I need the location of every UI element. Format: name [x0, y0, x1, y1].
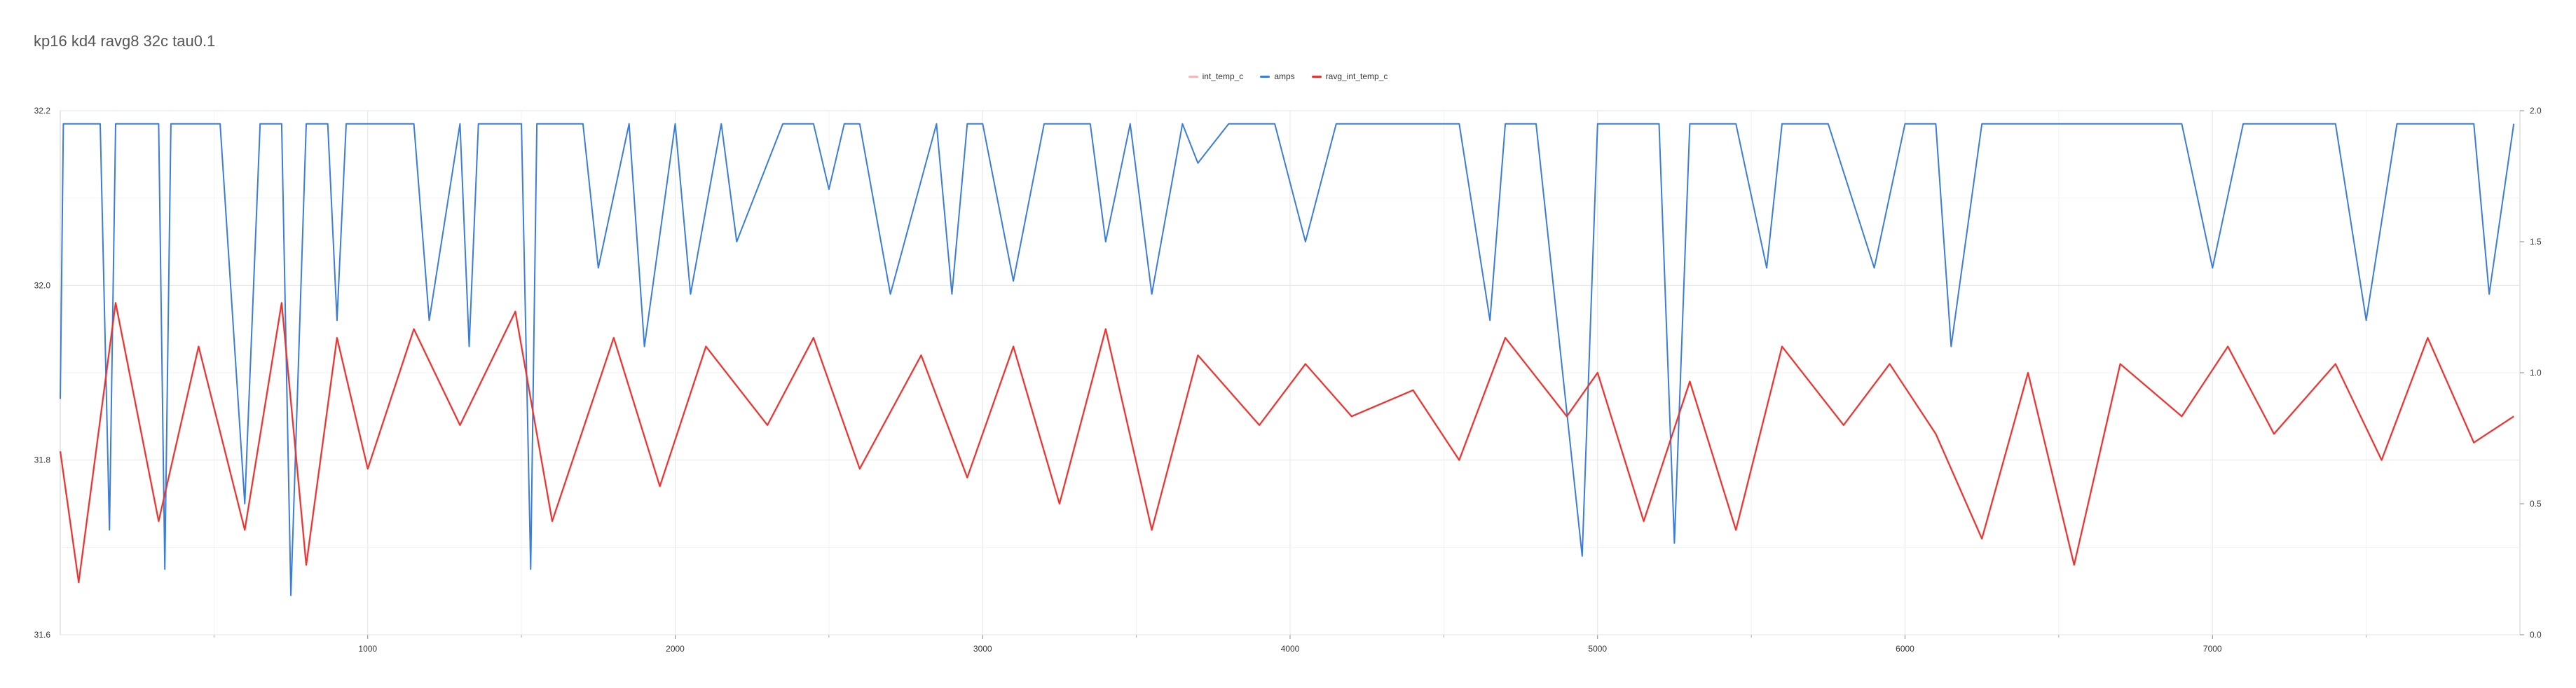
- legend-swatch-amps: [1260, 75, 1270, 78]
- y-right-tick-label: 1.5: [2530, 237, 2542, 247]
- series-line-ravg-int-temp-c: [60, 302, 2514, 584]
- legend-item[interactable]: int_temp_c: [1188, 71, 1244, 81]
- y-left-tick-label: 32.0: [34, 280, 51, 290]
- y-left-tick-label: 31.8: [34, 455, 51, 465]
- y-right-tick-label: 0.0: [2530, 630, 2542, 640]
- y-right-tick-label: 1.0: [2530, 368, 2542, 378]
- x-tick-label: 1000: [358, 644, 377, 654]
- x-tick-label: 7000: [2203, 644, 2222, 654]
- legend-item[interactable]: amps: [1260, 71, 1295, 81]
- legend-label: ravg_int_temp_c: [1325, 71, 1388, 81]
- series-line-int-temp-c: [59, 301, 2515, 584]
- series-line-amps: [60, 123, 2515, 596]
- legend-swatch-int-temp: [1188, 75, 1198, 78]
- x-tick-label: 6000: [1896, 644, 1914, 654]
- y-left-tick-label: 31.6: [34, 630, 51, 640]
- chart-title: kp16 kd4 ravg8 32c tau0.1: [34, 32, 216, 50]
- x-tick-label: 2000: [666, 644, 685, 654]
- legend: int_temp_c amps ravg_int_temp_c: [0, 71, 2576, 81]
- legend-label: int_temp_c: [1202, 71, 1244, 81]
- x-tick-label: 4000: [1281, 644, 1300, 654]
- y-right-tick-label: 2.0: [2530, 106, 2542, 116]
- legend-label: amps: [1274, 71, 1295, 81]
- y-right-tick-label: 0.5: [2530, 499, 2542, 509]
- x-tick-label: 5000: [1588, 644, 1607, 654]
- y-left-tick-label: 32.2: [34, 106, 51, 116]
- legend-swatch-ravg: [1311, 75, 1322, 78]
- x-tick-label: 3000: [973, 644, 992, 654]
- legend-item[interactable]: ravg_int_temp_c: [1311, 71, 1388, 81]
